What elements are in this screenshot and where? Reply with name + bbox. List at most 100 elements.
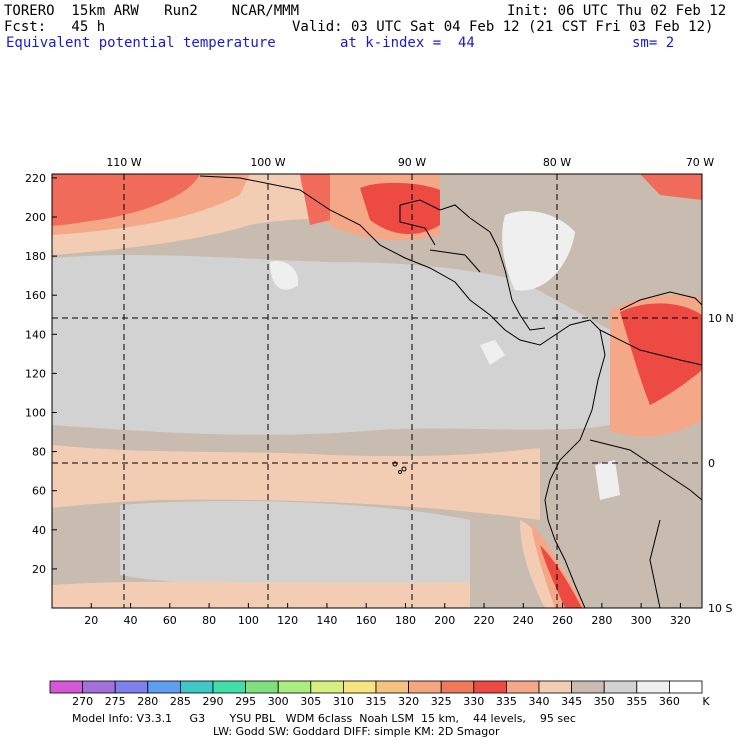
x-tick-label: 160 [356,614,377,627]
white-patch-coast [480,340,505,365]
galapagos-island [392,461,398,467]
colorbar-label: 270 [72,695,94,708]
honduras-nicaragua-border [429,249,481,273]
caribbean-coast-colombia [619,291,703,311]
colorbar-swatch [277,680,312,694]
lat-label-equator: 0 [708,457,715,470]
x-tick-label: 320 [670,614,691,627]
white-patch-panama [502,211,575,291]
colorbar-label: 290 [202,695,224,708]
x-tick-label: 60 [163,614,177,627]
colorbar-swatch [603,680,638,694]
x-tick-label: 180 [395,614,416,627]
colorbar-label: 300 [267,695,289,708]
colorbar-label: 335 [495,695,517,708]
colorbar-swatch [114,680,149,694]
colorbar-swatch [636,680,670,694]
colorbar-label: 275 [104,695,126,708]
colorbar-label: 340 [528,695,550,708]
peru-brazil-border [649,519,661,609]
colorbar-label: 305 [300,695,322,708]
x-tick-label: 80 [202,614,216,627]
colorbar-swatch [571,680,605,694]
x-tick-label: 220 [474,614,495,627]
y-tick-label: 160 [25,289,46,302]
colombia-venezuela-border [599,329,703,366]
south-america-pacific-coast [544,319,606,609]
colorbar-swatch [440,680,475,694]
x-tick-label: 240 [513,614,534,627]
colorbar-label: 315 [365,695,387,708]
lon-label-100w: 100 W [250,156,285,169]
colorbar-swatch [505,680,540,694]
red-northwest [52,174,200,226]
colorbar-swatch [669,680,703,694]
physics-info: LW: Godd SW: Goddard DIFF: simple KM: 2D… [213,725,500,738]
central-america-pacific-coast [199,175,591,346]
x-tick-label: 140 [316,614,337,627]
y-tick-label: 220 [25,172,46,185]
colorbar-swatch [245,680,279,694]
lon-label-70w: 70 W [686,156,714,169]
red-caribbean [640,174,702,200]
y-tick-label: 40 [32,524,46,537]
light-gray-band-south [120,500,470,590]
colorbar-swatch [212,680,246,694]
colorbar-swatch [375,680,409,694]
lat-label-10s: 10 S [708,602,732,615]
colorbar-swatch [82,680,116,694]
colorbar-label: 350 [593,695,615,708]
colorbar-swatch [408,680,442,694]
y-tick-label: 180 [25,250,46,263]
lon-label-80w: 80 W [543,156,571,169]
y-tick-label: 200 [25,211,46,224]
y-tick-label: 120 [25,367,46,380]
y-tick-label: 80 [32,446,46,459]
y-tick-label: 100 [25,407,46,420]
galapagos-island [398,470,402,474]
central-america-caribbean-coast [399,199,546,331]
colorbar-swatch [179,680,214,694]
x-tick-label: 200 [434,614,455,627]
peach-south-edge [52,581,470,608]
colorbar-label: 360 [658,695,680,708]
valid-time: Valid: 03 UTC Sat 04 Feb 12 (21 CST Fri … [292,19,714,35]
colorbar-label: 345 [561,695,583,708]
colorbar-label: 355 [626,695,648,708]
ecuador-peru-border [589,439,703,501]
x-tick-label: 120 [277,614,298,627]
lon-label-90w: 90 W [398,156,426,169]
model-info: Model Info: V3.3.1 G3 YSU PBL WDM 6class… [72,712,576,725]
coastlines [199,175,703,609]
colorbar-swatch [538,680,572,694]
field-name: Equivalent potential temperature [6,35,276,51]
x-tick-label: 100 [238,614,259,627]
white-patch-andes [595,460,620,500]
y-index-ticks: 220 200 180 160 140 120 100 80 60 40 20 [25,172,57,576]
map-frame [51,173,703,609]
x-tick-label: 260 [552,614,573,627]
galapagos-island [401,466,407,472]
x-tick-label: 40 [124,614,138,627]
x-tick-label: 300 [631,614,652,627]
smoothing-value: sm= 2 [632,35,675,51]
colorbar-label: 330 [463,695,485,708]
red-peru [540,545,582,608]
colorbar-unit: K [702,695,710,708]
red-colombia [620,303,702,405]
graticule [52,174,702,608]
colorbar-swatch [473,680,507,694]
forecast-hour: Fcst: 45 h [4,19,106,35]
x-tick-label: 20 [84,614,98,627]
colorbar-label: 285 [169,695,191,708]
y-tick-label: 140 [25,328,46,341]
peach-south-band [52,445,540,520]
x-index-ticks: 20 40 60 80 100 120 140 160 180 200 220 240 260 280 30… [84,603,691,627]
colorbar-label: 320 [398,695,420,708]
colorbar-label: 325 [430,695,452,708]
level-index: at k-index = 44 [340,35,475,51]
colorbar-label: 295 [235,695,257,708]
colorbar-swatch [342,680,377,694]
colorbar-swatch [147,680,181,694]
